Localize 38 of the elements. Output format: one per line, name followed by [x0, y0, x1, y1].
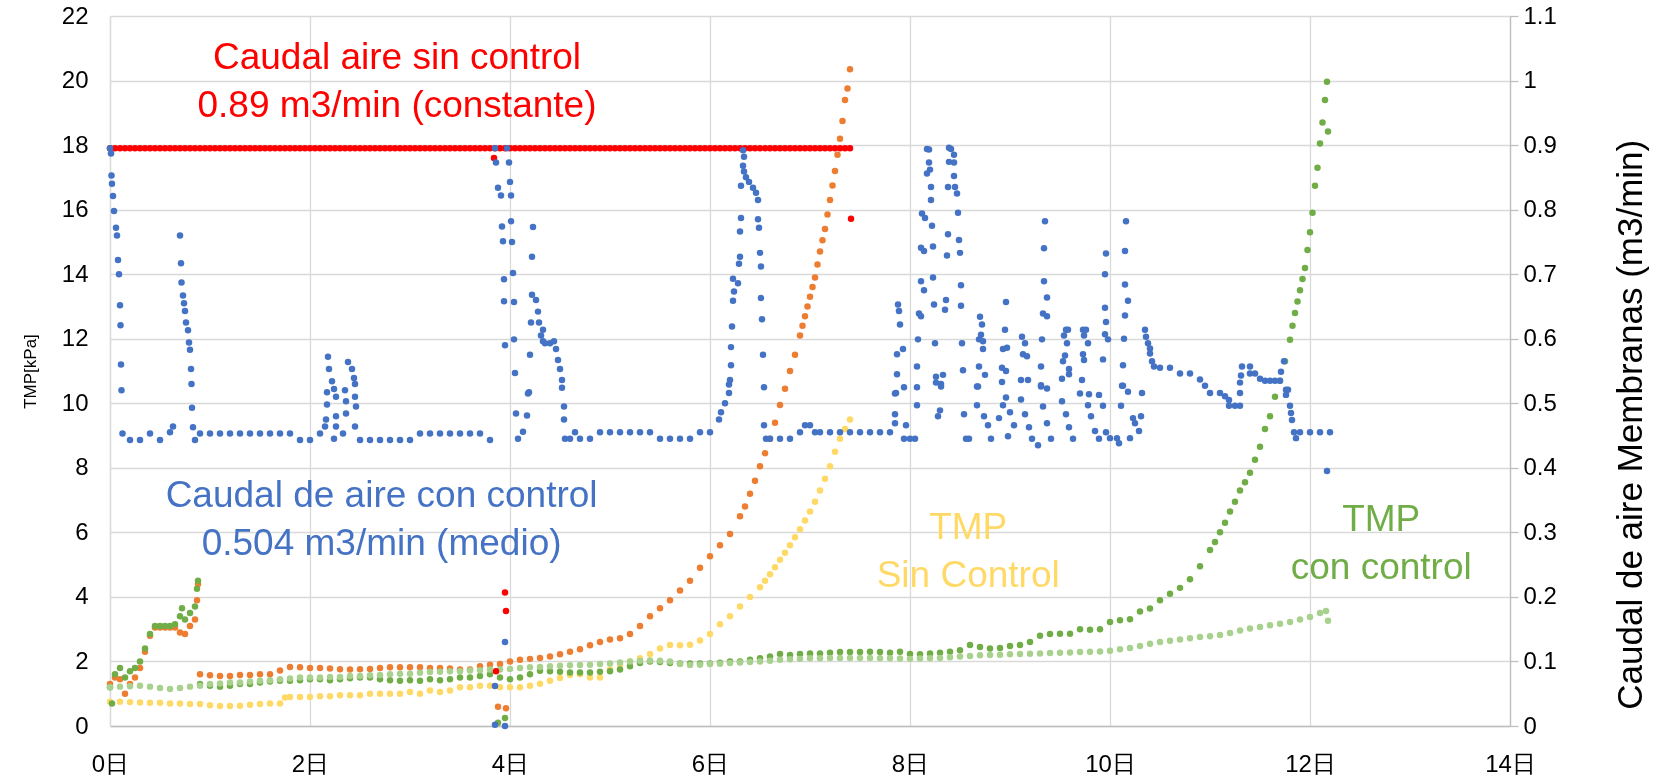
x-tick-label: 2日 [291, 749, 330, 777]
y2-tick-label: 0.2 [1523, 582, 1557, 610]
y-tick-label: 10 [61, 388, 89, 416]
y2-axis-title: Caudal de aire Membranas (m3/min) [1609, 139, 1649, 710]
y2-tick-label: 0.7 [1523, 259, 1557, 287]
y-tick-label: 20 [61, 66, 89, 94]
y-tick-label: 8 [75, 453, 89, 481]
y2-tick-label: 0.1 [1523, 646, 1557, 674]
y-tick-label: 4 [75, 582, 89, 610]
y-tick-label: 16 [61, 195, 89, 223]
y2-tick-label: 0 [1523, 711, 1537, 739]
y-tick-label: 6 [75, 517, 89, 545]
y2-tick-label: 0.5 [1523, 388, 1557, 416]
y2-tick-label: 0.9 [1523, 130, 1557, 158]
x-tick-label: 8日 [891, 749, 930, 777]
y-tick-label: 18 [61, 130, 89, 158]
y-tick-label: 22 [61, 1, 89, 29]
x-tick-label: 0日 [91, 749, 130, 777]
y-tick-label: 14 [61, 259, 89, 287]
series-label: TMP con control [1290, 498, 1472, 588]
series-label: Caudal aire sin control 0.89 m3/min (constante) [197, 36, 597, 126]
x-tick-label: 14日 [1485, 749, 1536, 777]
y2-tick-label: 0.3 [1523, 517, 1557, 545]
y2-tick-label: 0.8 [1523, 195, 1557, 223]
series-label: TMP Sin Control [876, 506, 1060, 596]
x-tick-label: 12日 [1285, 749, 1336, 777]
y-axis-title: TMP[kPa] [20, 334, 40, 409]
x-tick-label: 6日 [691, 749, 730, 777]
y-tick-label: 12 [61, 324, 89, 352]
y2-tick-label: 1 [1523, 66, 1537, 94]
y2-tick-label: 0.4 [1523, 453, 1557, 481]
series-label: Caudal de aire con control 0.504 m3/min (medio) [165, 474, 598, 564]
y-tick-label: 0 [75, 711, 89, 739]
y-tick-label: 2 [75, 646, 89, 674]
y2-tick-label: 1.1 [1523, 1, 1557, 29]
y2-tick-label: 0.6 [1523, 324, 1557, 352]
x-tick-label: 4日 [491, 749, 530, 777]
x-tick-label: 10日 [1085, 749, 1136, 777]
